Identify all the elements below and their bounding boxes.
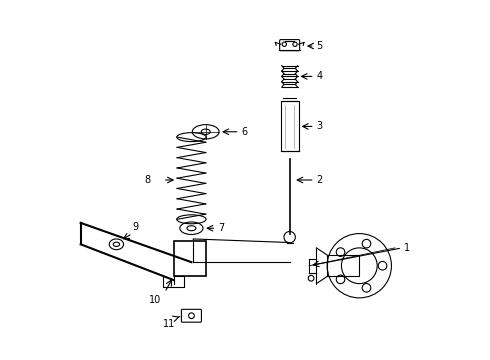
Text: 7: 7 bbox=[218, 223, 224, 233]
Text: 4: 4 bbox=[317, 71, 322, 81]
Text: 6: 6 bbox=[242, 127, 247, 137]
Text: 5: 5 bbox=[317, 41, 323, 51]
Text: 10: 10 bbox=[149, 295, 161, 305]
Text: 3: 3 bbox=[317, 121, 322, 131]
Text: 11: 11 bbox=[163, 319, 175, 329]
Text: 2: 2 bbox=[317, 175, 323, 185]
Text: 9: 9 bbox=[132, 222, 139, 232]
Text: 8: 8 bbox=[144, 175, 150, 185]
Text: 1: 1 bbox=[404, 243, 410, 253]
